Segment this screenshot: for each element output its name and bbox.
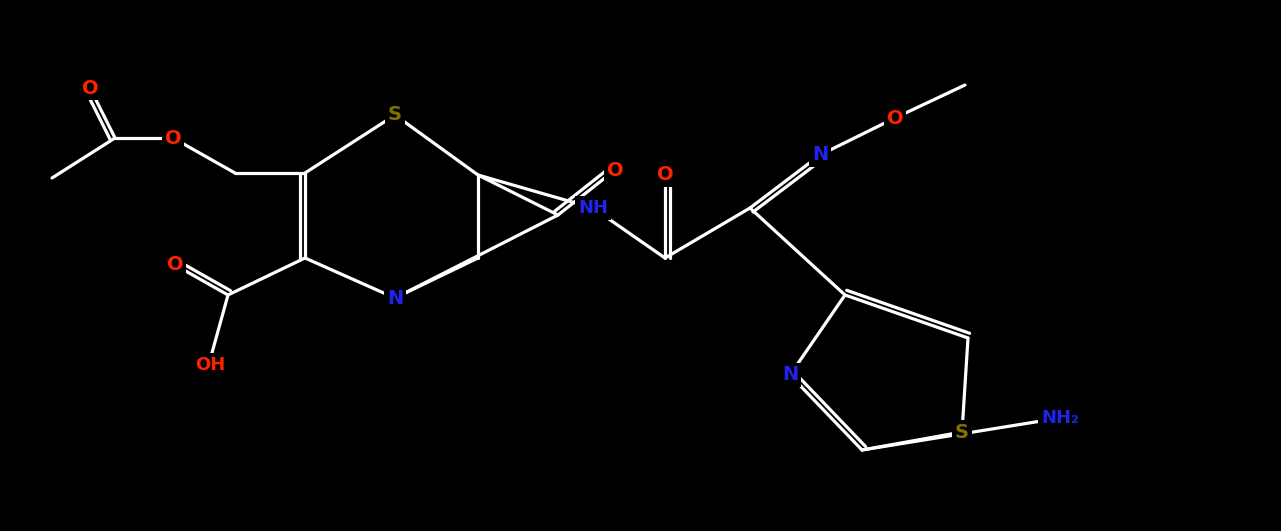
Text: NH: NH [578, 199, 608, 217]
Text: O: O [165, 129, 182, 148]
Text: OH: OH [195, 356, 225, 374]
Text: N: N [781, 365, 798, 384]
Text: O: O [167, 255, 183, 275]
Text: S: S [388, 106, 402, 124]
Text: N: N [812, 145, 828, 165]
Text: O: O [657, 166, 674, 184]
Text: O: O [607, 160, 624, 179]
Text: NH₂: NH₂ [1041, 409, 1079, 427]
Text: S: S [956, 423, 968, 441]
Text: O: O [886, 108, 903, 127]
Text: O: O [82, 79, 99, 98]
Text: N: N [387, 288, 404, 307]
